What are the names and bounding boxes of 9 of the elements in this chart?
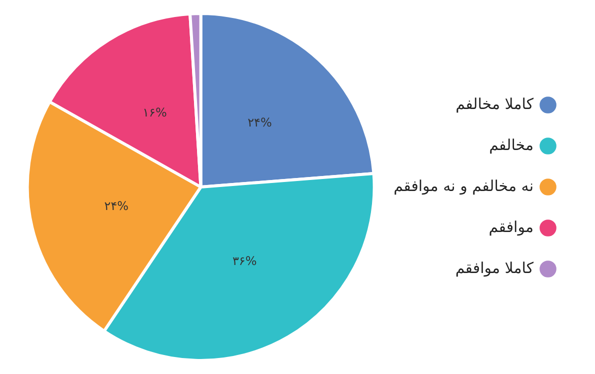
legend-label: کاملا موافقم [455,258,534,277]
legend-label: مخالفم [489,136,534,154]
data-label: ۲۴% [248,115,272,130]
data-label: ۳۶% [232,254,257,268]
legend-label: نه مخالفم و نه موافقم [394,176,534,195]
data-label: ۱۶% [142,106,167,120]
legend-label: موافقم [488,218,534,236]
data-label: ۲۴% [104,199,129,214]
legend-label: کاملا مخالفم [456,94,534,113]
